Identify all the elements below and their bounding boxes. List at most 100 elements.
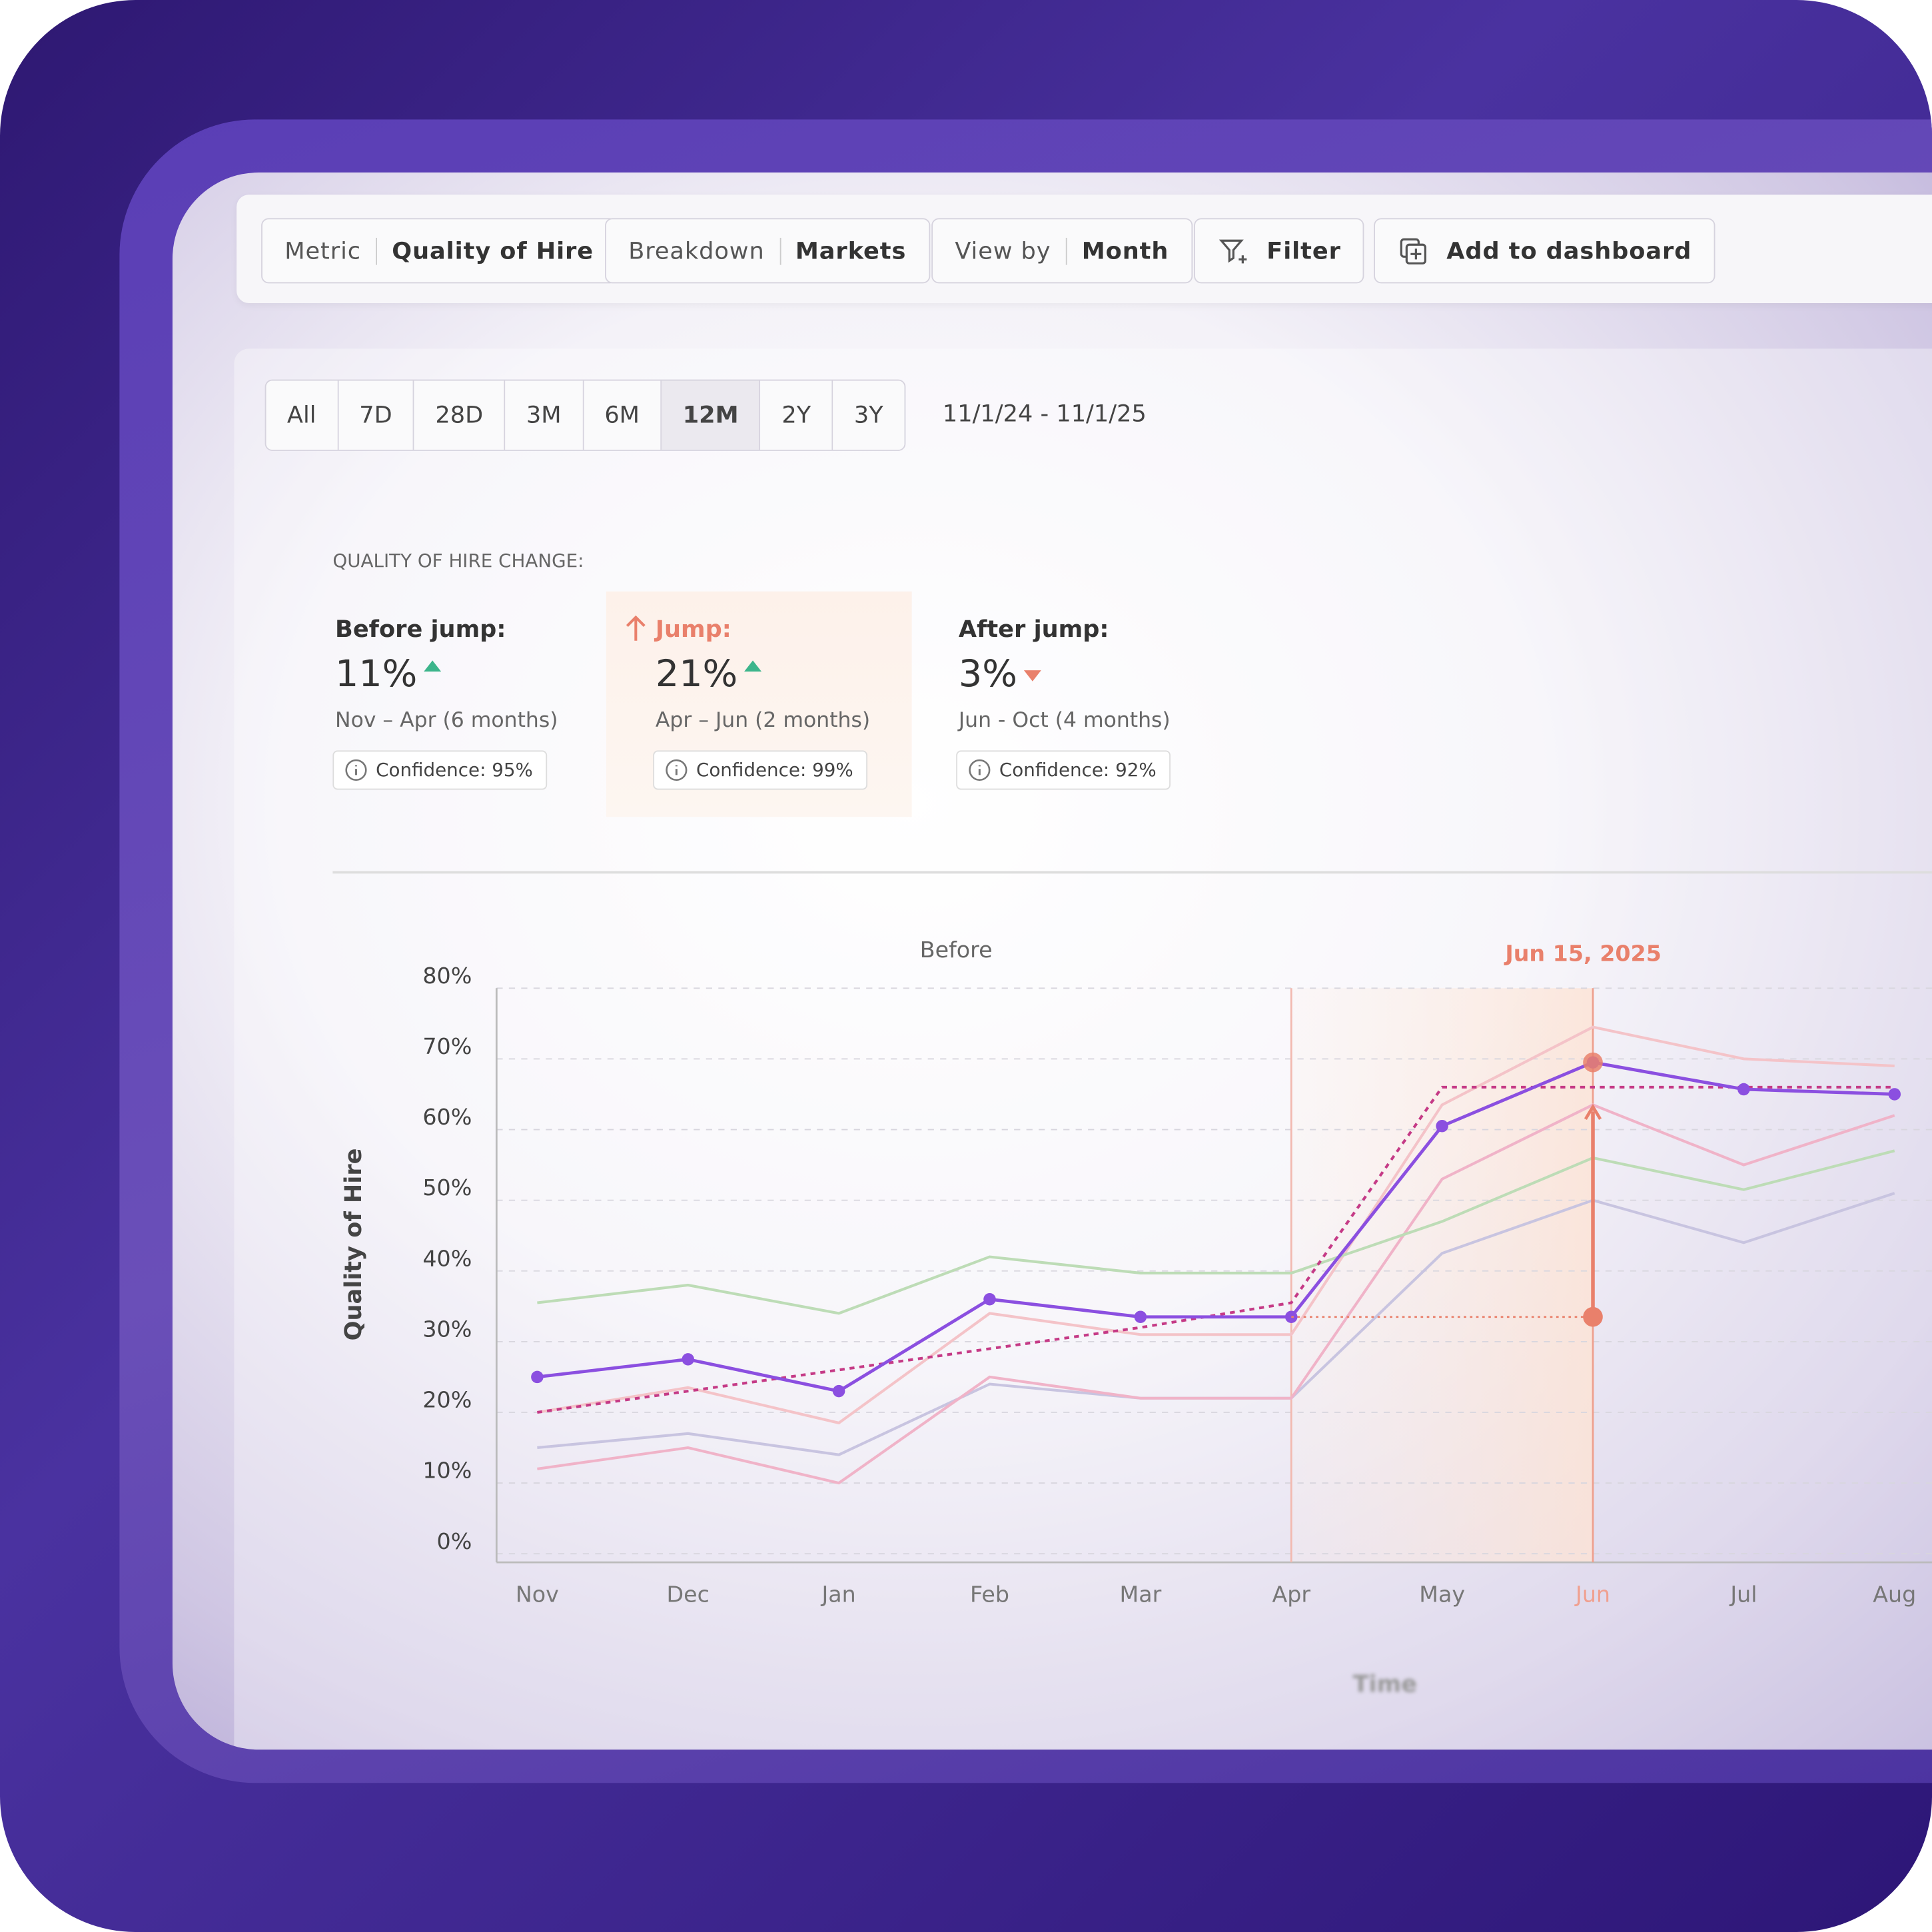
range-button[interactable]: 7D xyxy=(338,380,414,450)
y-tick-label: 0% xyxy=(437,1528,472,1554)
x-tick-label: Aug xyxy=(1873,1581,1916,1607)
x-tick-label: Dec xyxy=(667,1581,710,1607)
jump-end xyxy=(1583,1052,1603,1073)
filter-label: Filter xyxy=(1266,237,1341,264)
confidence-text: Confidence: 95% xyxy=(376,759,533,781)
info-icon xyxy=(666,759,688,781)
x-tick-label: Jan xyxy=(820,1581,855,1607)
series-line xyxy=(537,1025,1895,1425)
range-button[interactable]: 28D xyxy=(414,380,506,450)
data-point xyxy=(1737,1083,1750,1096)
toolbar-label: Metric xyxy=(284,237,362,264)
confidence-text: Confidence: 92% xyxy=(999,759,1157,781)
data-point xyxy=(1888,1088,1901,1101)
y-tick-label: 50% xyxy=(422,1175,472,1201)
series-line xyxy=(537,1061,1895,1393)
confidence-badge: Confidence: 99% xyxy=(653,750,867,790)
trend-up xyxy=(423,660,441,672)
filter-button[interactable]: Filter xyxy=(1194,218,1365,284)
icon xyxy=(1400,237,1427,264)
x-tick-label: Feb xyxy=(970,1581,1009,1607)
add-dashboard-label: Add to dashboard xyxy=(1446,237,1692,264)
stat-number: 21% xyxy=(655,653,738,696)
stat-label: Jump: xyxy=(655,616,731,644)
chart: 0% 10% 20% 30% 40% 50% 60% 70% 80% Nov Dec Jan Feb Ma… xyxy=(340,937,1932,1697)
y-tick-label: 30% xyxy=(422,1316,472,1342)
series-line xyxy=(537,1085,1895,1414)
stat-value: 3% xyxy=(959,653,1042,696)
range-button[interactable]: 12M xyxy=(662,380,761,450)
confidence-badge: Confidence: 92% xyxy=(956,750,1171,790)
x-axis-label: Time xyxy=(1353,1670,1417,1697)
divider xyxy=(332,871,1932,873)
stat-period: Jun - Oct (4 months) xyxy=(958,708,1171,733)
trend-down xyxy=(1023,670,1041,682)
annotation: Jun 15, 2025 xyxy=(1504,941,1662,967)
arrow-icon xyxy=(626,615,646,641)
toolbar-button[interactable]: Metric Quality of Hire xyxy=(261,218,618,284)
range-button[interactable]: All xyxy=(266,380,338,450)
x-tick-label: Nov xyxy=(516,1581,559,1607)
toolbar-label: Breakdown xyxy=(628,237,765,264)
stat-label: Before jump: xyxy=(335,616,506,644)
toolbar-button[interactable]: View by Month xyxy=(931,218,1193,284)
confidence-text: Confidence: 99% xyxy=(696,759,853,781)
y-tick-label: 40% xyxy=(422,1245,472,1271)
toolbar-value: Quality of Hire xyxy=(392,237,594,264)
stat-label: After jump: xyxy=(958,616,1109,644)
stat-value: 21% xyxy=(656,653,762,696)
jump-arrow xyxy=(624,614,648,643)
series-line xyxy=(537,1103,1895,1485)
info-icon xyxy=(969,759,991,781)
confidence-badge: Confidence: 95% xyxy=(332,750,547,790)
x-tick-label: Mar xyxy=(1119,1581,1161,1607)
x-tick-label: Jul xyxy=(1729,1581,1757,1607)
separator xyxy=(779,237,781,264)
y-tick-label: 20% xyxy=(422,1387,472,1413)
jump-arrowhead xyxy=(1584,1103,1602,1120)
x-tick-label: Jun xyxy=(1574,1581,1610,1607)
trend-up xyxy=(743,660,761,672)
data-point xyxy=(531,1370,544,1384)
date-range: 11/1/24 - 11/1/25 xyxy=(942,400,1147,428)
separator xyxy=(1065,237,1067,264)
y-tick-label: 60% xyxy=(422,1104,472,1130)
y-tick-label: 80% xyxy=(422,963,472,989)
stat-value: 11% xyxy=(335,653,442,696)
stat-number: 3% xyxy=(958,653,1017,696)
range-button[interactable]: 6M xyxy=(583,380,662,450)
annotation: Before xyxy=(920,937,993,963)
range-selector: All 7D 28D 3M 6M 12M 2Y 3Y xyxy=(264,379,906,451)
range-button[interactable]: 2Y xyxy=(760,380,833,450)
stat-number: 11% xyxy=(335,653,418,696)
data-point xyxy=(682,1353,695,1366)
data-point xyxy=(1436,1119,1448,1133)
stat-period: Nov – Apr (6 months) xyxy=(335,708,558,733)
info-icon xyxy=(345,759,367,781)
app-card: All 7D 28D 3M 6M 12M 2Y 3Y 11/1/24 - 11/1/25 QU… xyxy=(172,172,1932,1750)
data-point xyxy=(1134,1310,1147,1323)
add-dashboard-button[interactable]: Add to dashboard xyxy=(1374,218,1715,284)
data-point xyxy=(832,1384,845,1398)
y-tick-label: 10% xyxy=(422,1458,472,1484)
toolbar-value: Markets xyxy=(795,237,907,264)
stats-title: QUALITY OF HIRE CHANGE: xyxy=(332,549,584,572)
y-axis-label: Quality of Hire xyxy=(340,1149,367,1341)
range-button[interactable]: 3Y xyxy=(833,380,905,450)
series-line xyxy=(537,1192,1895,1456)
data-point xyxy=(983,1292,996,1306)
range-button[interactable]: 3M xyxy=(505,380,584,450)
x-tick-label: Apr xyxy=(1272,1581,1310,1607)
x-tick-label: May xyxy=(1419,1581,1465,1607)
toolbar-label: View by xyxy=(955,237,1051,264)
toolbar-button[interactable]: Breakdown Markets xyxy=(605,218,930,284)
icon xyxy=(1218,239,1247,263)
jump-region xyxy=(1291,988,1594,1563)
stat-period: Apr – Jun (2 months) xyxy=(655,708,871,733)
toolbar-value: Month xyxy=(1081,237,1169,264)
separator xyxy=(376,237,378,264)
series-line xyxy=(537,1149,1895,1315)
jump-start xyxy=(1583,1306,1603,1327)
